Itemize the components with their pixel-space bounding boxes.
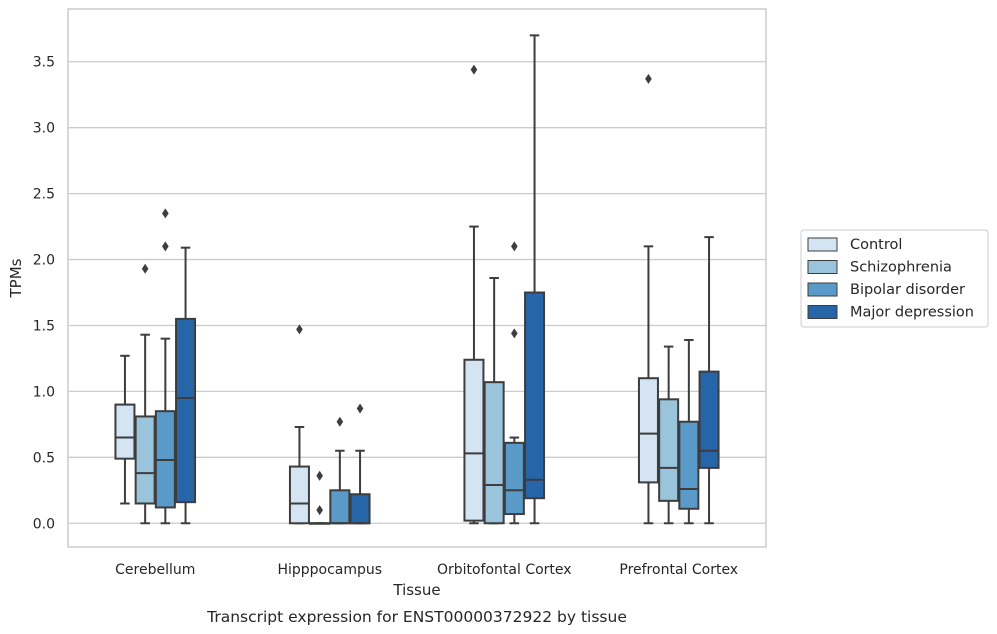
iqr-box	[503, 441, 525, 516]
legend-swatch	[807, 282, 838, 297]
x-tick-label: Cerebellum	[115, 562, 195, 578]
x-tick-label: Hipppocampus	[277, 562, 382, 578]
outlier-point	[511, 241, 518, 252]
box-bipolar-disorder	[503, 241, 525, 525]
outlier-point	[470, 64, 478, 75]
iqr-box	[288, 465, 310, 525]
box-series	[114, 34, 720, 525]
y-tick-label: 0.5	[33, 450, 55, 466]
iqr-box	[329, 489, 351, 525]
box-control	[637, 73, 659, 525]
iqr-box	[658, 398, 680, 502]
legend-label: Bipolar disorder	[850, 282, 965, 298]
outlier-point	[316, 470, 323, 481]
legend-swatch	[807, 237, 838, 252]
legend-label: Major depression	[850, 305, 974, 321]
x-axis-title: Tissue	[392, 581, 440, 599]
iqr-box	[349, 493, 371, 525]
y-axis-title: TPMs	[7, 258, 25, 298]
outlier-point	[511, 328, 518, 339]
chart-caption: Transcript expression for ENST0000037292…	[206, 608, 627, 626]
legend-label: Control	[850, 237, 902, 253]
outlier-point	[141, 263, 149, 274]
legend: Control Schizophrenia Bipolar disorder Majo…	[800, 229, 989, 328]
legend-label: Schizophrenia	[850, 260, 952, 276]
plot-frame	[67, 8, 767, 548]
iqr-box	[637, 377, 659, 484]
box-schizophrenia	[483, 277, 505, 525]
box-major-depression	[698, 236, 720, 525]
box-control	[463, 64, 485, 525]
iqr-box	[134, 415, 156, 505]
box-control	[288, 324, 310, 525]
box-major-depression	[175, 246, 197, 525]
iqr-box	[463, 358, 485, 522]
x-axis-ticks: Cerebellum Hipppocampus Orbitofontal Corte…	[115, 562, 738, 578]
legend-swatch	[807, 260, 838, 274]
box-bipolar-disorder	[329, 416, 351, 525]
outlier-point	[336, 416, 344, 427]
outlier-point	[162, 241, 169, 252]
iqr-box	[175, 317, 197, 504]
box-bipolar-disorder	[154, 208, 176, 525]
box-major-depression	[524, 34, 546, 525]
outlier-point	[316, 505, 323, 516]
x-tick-label: Prefrontal Cortex	[619, 562, 738, 578]
y-axis-ticks: 0.0 0.5 1.0 1.5 2.0 2.5 3.0 3.5	[33, 55, 55, 533]
y-tick-label: 1.5	[33, 318, 55, 334]
outlier-point	[162, 208, 169, 219]
outlier-point	[296, 324, 303, 335]
iqr-box	[678, 420, 700, 510]
iqr-box	[114, 403, 136, 460]
box-major-depression	[349, 403, 371, 525]
y-tick-label: 0.0	[33, 516, 55, 532]
y-tick-label: 3.5	[33, 55, 55, 71]
box-schizophrenia	[134, 263, 156, 525]
outlier-point	[356, 403, 364, 414]
iqr-box	[524, 291, 546, 500]
iqr-box	[698, 370, 720, 469]
legend-swatch	[807, 305, 838, 319]
legend-frame	[800, 229, 989, 328]
iqr-box	[483, 381, 505, 525]
y-tick-label: 1.0	[33, 384, 55, 400]
x-tick-label: Orbitofontal Cortex	[437, 562, 572, 578]
y-tick-label: 2.0	[33, 253, 55, 269]
y-tick-label: 2.5	[33, 187, 55, 203]
outlier-point	[645, 73, 652, 84]
box-schizophrenia	[658, 345, 680, 525]
y-tick-label: 3.0	[33, 121, 55, 137]
box-bipolar-disorder	[678, 338, 700, 525]
box-schizophrenia	[309, 470, 331, 525]
box-control	[114, 354, 136, 505]
